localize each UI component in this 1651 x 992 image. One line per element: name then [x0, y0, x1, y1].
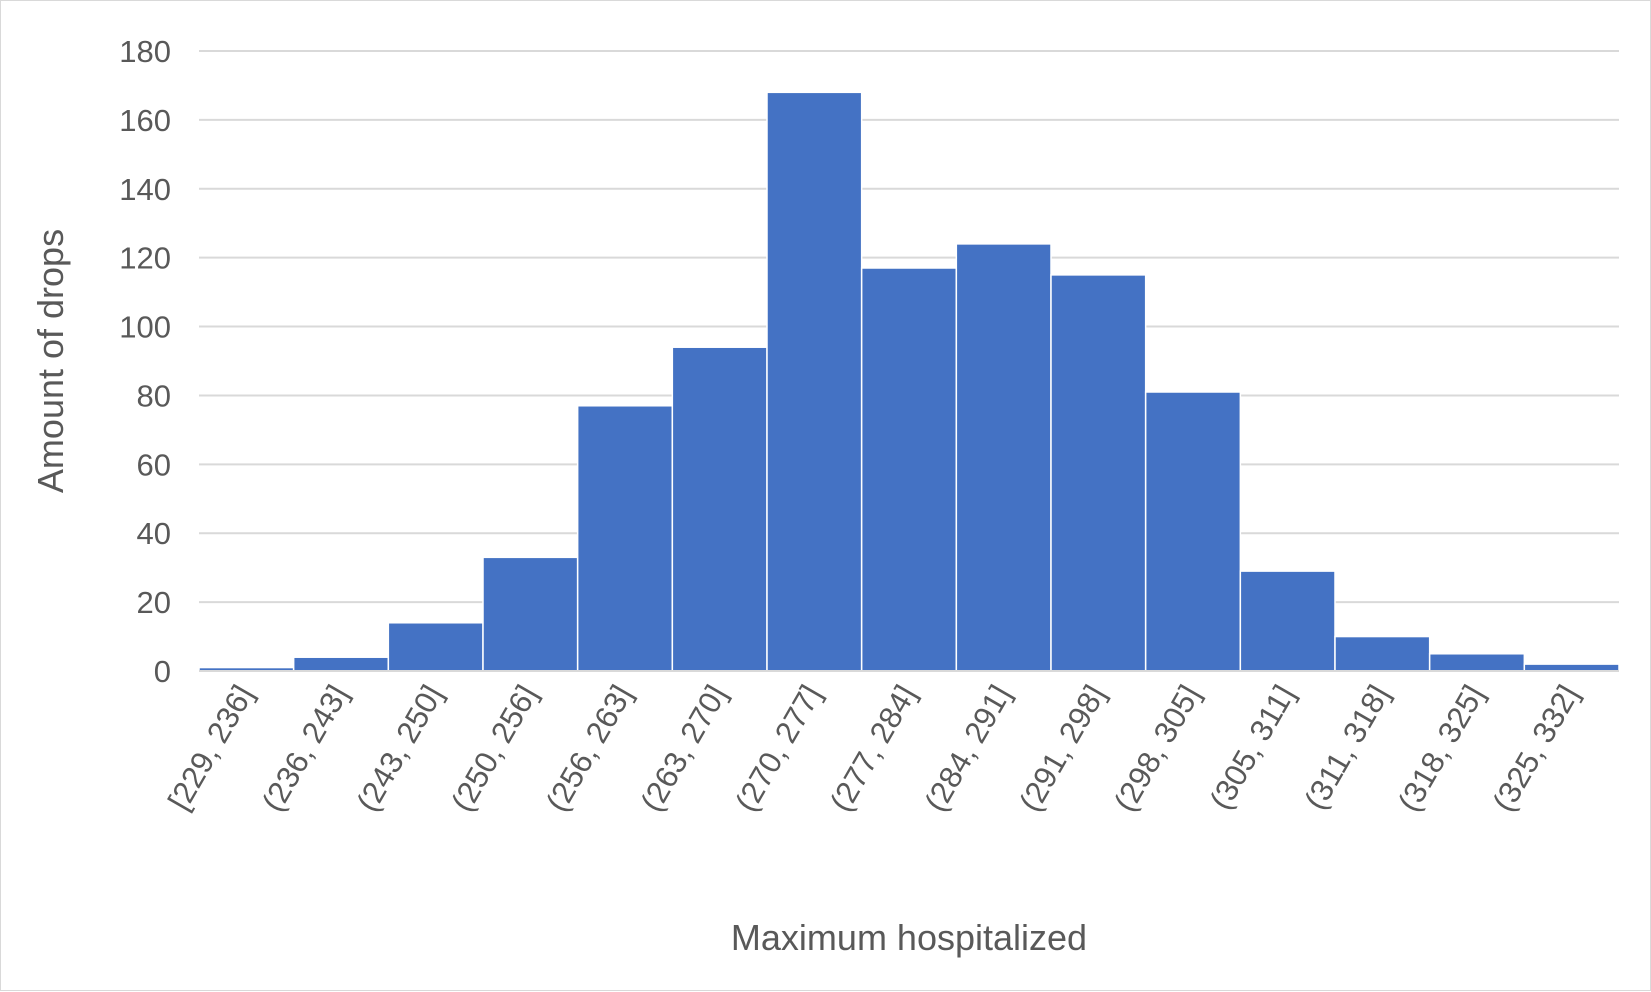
histogram-bar [1334, 635, 1431, 672]
y-tick-label: 80 [137, 378, 171, 413]
x-tick-label: (298, 305] [1107, 679, 1207, 817]
x-axis-title: Maximum hospitalized [731, 917, 1087, 958]
y-tick-label: 100 [119, 310, 171, 345]
x-tick-label: (270, 277] [728, 679, 828, 817]
histogram-bar [1523, 663, 1620, 672]
bars [198, 91, 1620, 672]
x-tick-label: (243, 250] [350, 679, 450, 817]
histogram-bar [766, 91, 863, 672]
x-tick-label: (305, 311] [1203, 679, 1302, 815]
histogram-bar [576, 405, 674, 672]
x-tick-label: (263, 270] [634, 679, 734, 817]
histogram-bar [292, 656, 390, 672]
y-axis-ticks: 0 20 40 60 80 100 120 140 160 180 [119, 34, 171, 689]
histogram-bar [671, 346, 768, 672]
y-tick-label: 120 [119, 241, 171, 276]
x-tick-label: (256, 263] [539, 679, 639, 817]
x-tick-label: (325, 332] [1486, 679, 1586, 817]
x-tick-label: [229, 236] [161, 679, 260, 816]
histogram-bar [1428, 653, 1526, 672]
y-tick-label: 60 [137, 447, 171, 482]
y-tick-label: 40 [137, 516, 171, 551]
x-tick-label: (311, 318] [1297, 679, 1396, 815]
y-axis-title: Amount of drops [30, 229, 71, 493]
histogram-bar [1239, 570, 1336, 672]
x-tick-label: (284, 291] [918, 679, 1018, 817]
x-tick-label: (236, 243] [255, 679, 355, 817]
histogram-bar [482, 556, 579, 672]
x-axis-ticks: [229, 236](236, 243](243, 250](250, 256]… [161, 679, 1586, 817]
histogram-bar [860, 267, 958, 672]
y-tick-label: 140 [119, 172, 171, 207]
x-tick-label: (277, 284] [823, 679, 923, 817]
y-tick-label: 180 [119, 34, 171, 69]
x-tick-label: (291, 298] [1012, 679, 1112, 817]
x-tick-label: (318, 325] [1391, 679, 1491, 817]
histogram-bar [955, 243, 1052, 672]
histogram-bar [1050, 274, 1147, 672]
histogram-bar [387, 622, 484, 672]
y-tick-label: 0 [154, 654, 171, 689]
histogram-bar [1144, 391, 1242, 672]
y-tick-label: 160 [119, 103, 171, 138]
x-tick-label: (250, 256] [444, 679, 544, 817]
y-tick-label: 20 [137, 585, 171, 620]
